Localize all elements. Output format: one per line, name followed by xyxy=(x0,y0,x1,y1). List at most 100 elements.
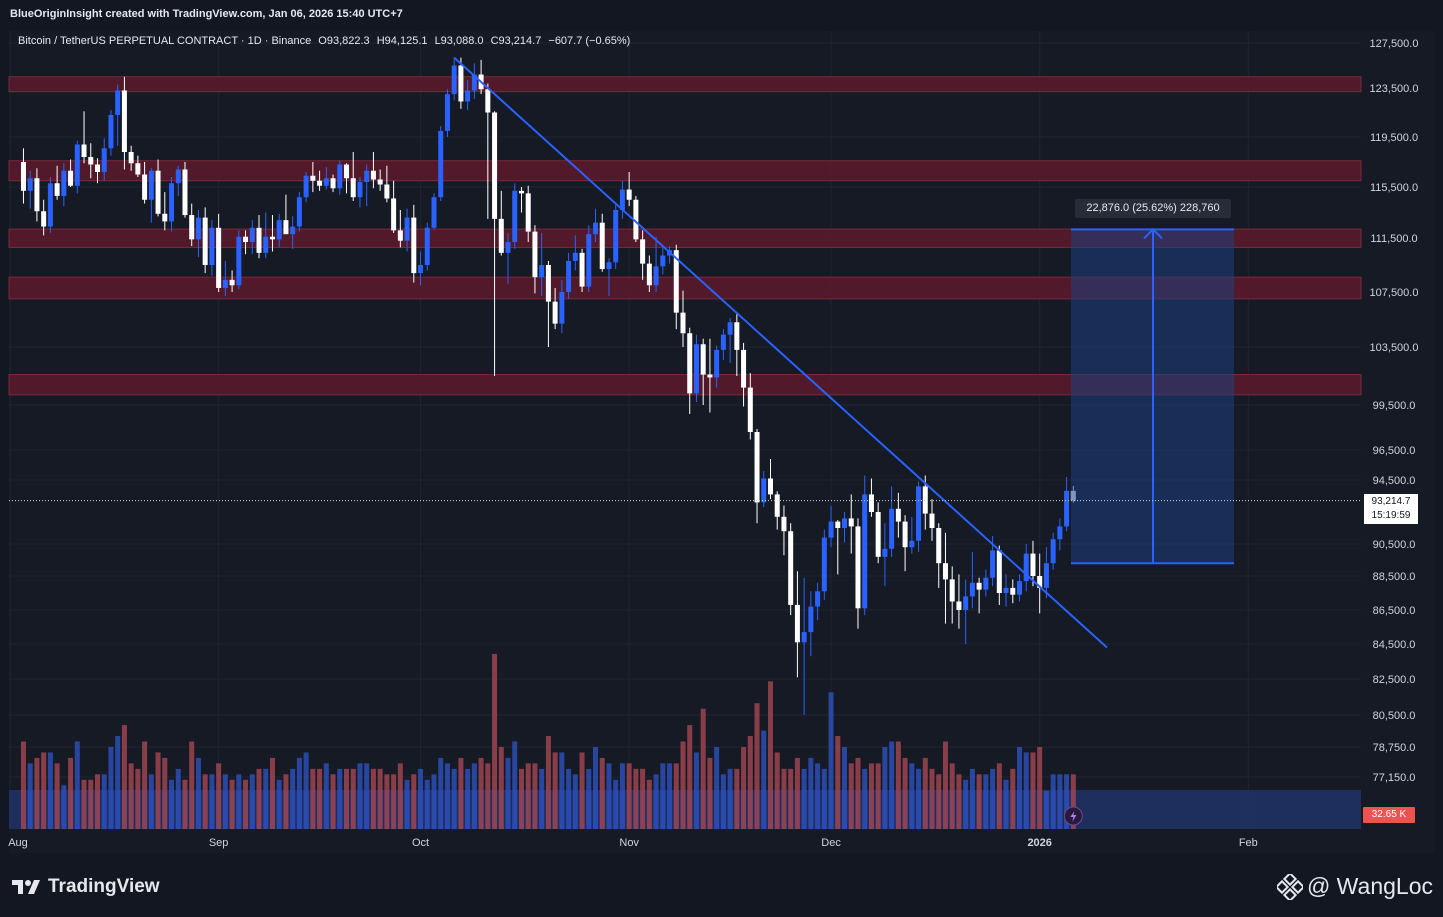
candle-body xyxy=(855,526,861,609)
volume-bar xyxy=(626,763,632,829)
volume-bar xyxy=(895,741,901,829)
y-tick-label: 103,500.0 xyxy=(1370,342,1419,354)
candle-body xyxy=(101,148,107,172)
symbol-legend[interactable]: Bitcoin / TetherUS PERPETUAL CONTRACT · … xyxy=(18,35,634,47)
candle-body xyxy=(707,374,713,378)
volume-bar xyxy=(539,768,545,829)
volume-bar xyxy=(94,774,100,829)
ohlc-high: H94,125.1 xyxy=(376,35,428,47)
volume-bar xyxy=(451,768,457,829)
candle-body xyxy=(835,521,841,528)
candle-body xyxy=(734,322,740,350)
volume-bar xyxy=(485,763,491,829)
candle-body xyxy=(68,170,74,186)
y-tick-label: 90,500.0 xyxy=(1373,539,1416,551)
candle-body xyxy=(922,486,928,514)
volume-bar xyxy=(115,736,121,829)
y-tick-label: 111,500.0 xyxy=(1370,233,1417,245)
candle-body xyxy=(175,169,181,184)
tradingview-logo[interactable]: TradingView xyxy=(12,876,160,898)
volume-bar xyxy=(350,768,356,829)
price-axis: 127,500.0 123,500.0 119,500.0 115,500.0 111,… xyxy=(1370,38,1419,784)
volume-bar xyxy=(1057,774,1063,829)
drawings xyxy=(9,56,1361,826)
y-tick-label: 107,500.0 xyxy=(1370,287,1419,299)
volume-bar xyxy=(552,752,558,829)
candle-body xyxy=(1064,490,1070,527)
volume-bar xyxy=(155,752,161,829)
volume-bar xyxy=(734,768,740,829)
candle-body xyxy=(296,197,302,227)
volume-bar xyxy=(101,774,107,829)
candle-body xyxy=(41,211,47,227)
volume-bar xyxy=(256,768,262,829)
volume-bar xyxy=(175,768,181,829)
candle-body xyxy=(976,582,982,590)
ohlc-change: −607.7 (−0.65%) xyxy=(548,35,631,47)
brand-name: TradingView xyxy=(48,876,160,897)
volume-bar xyxy=(27,763,33,829)
volume-bar xyxy=(1030,752,1036,829)
candle-body xyxy=(148,170,154,200)
volume-bar xyxy=(263,768,269,829)
candle-body xyxy=(20,162,26,191)
candle-body xyxy=(619,189,625,210)
candle-body xyxy=(956,601,962,610)
candle-body xyxy=(754,432,760,503)
lightning-bolt xyxy=(1070,811,1077,822)
candle-body xyxy=(431,197,437,228)
volume-bar xyxy=(182,779,188,829)
candle-body xyxy=(74,144,80,186)
y-tick-label: 127,500.0 xyxy=(1370,38,1419,50)
volume-bar xyxy=(916,768,922,829)
volume-bar xyxy=(189,741,195,829)
candle-body xyxy=(317,180,323,186)
volume-bar xyxy=(868,763,874,829)
volume-bar xyxy=(317,768,323,829)
candle-body xyxy=(660,255,666,267)
volume-bar xyxy=(976,774,982,829)
volume-bar xyxy=(418,768,424,829)
x-tick-label: Oct xyxy=(412,837,429,849)
chart-caption: BlueOriginInsight created with TradingVi… xyxy=(10,8,403,20)
volume-bar xyxy=(781,768,787,829)
candle-body xyxy=(323,178,329,186)
volume-bar xyxy=(646,779,652,829)
candle-body xyxy=(263,236,269,253)
candle-body xyxy=(572,252,578,261)
candle-body xyxy=(256,227,262,253)
candle-body xyxy=(626,189,632,200)
candle-body xyxy=(471,74,477,91)
volume-bar xyxy=(983,774,989,829)
volume-bar xyxy=(323,763,329,829)
candle-body xyxy=(794,604,800,643)
y-tick-label: 86,500.0 xyxy=(1373,605,1416,617)
candle-body xyxy=(54,183,60,196)
candle-body xyxy=(357,182,363,198)
volume-bar xyxy=(142,741,148,829)
candle-body xyxy=(377,179,383,185)
candle-body xyxy=(216,227,222,288)
volume-bar xyxy=(741,746,747,829)
volume-bar xyxy=(195,757,201,829)
volume-bar xyxy=(842,746,848,829)
candle-body xyxy=(249,227,255,243)
volume-bar xyxy=(384,774,390,829)
volume-bar xyxy=(162,757,168,829)
candle-body xyxy=(727,322,733,335)
volume-bar xyxy=(673,763,679,829)
y-tick-label: 78,750.0 xyxy=(1373,742,1416,754)
volume-bar xyxy=(81,779,87,829)
author-watermark: @ WangLoc xyxy=(1276,873,1433,900)
volume-bar xyxy=(801,768,807,829)
volume-bar xyxy=(249,774,255,829)
candle-body xyxy=(135,163,141,175)
resistance-zone xyxy=(8,76,1362,93)
candle-body xyxy=(680,312,686,334)
volume-bar xyxy=(471,763,477,829)
candle-body xyxy=(384,184,390,199)
volume-bar xyxy=(788,768,794,829)
volume-bar xyxy=(693,752,699,829)
volume-bar xyxy=(700,708,706,829)
